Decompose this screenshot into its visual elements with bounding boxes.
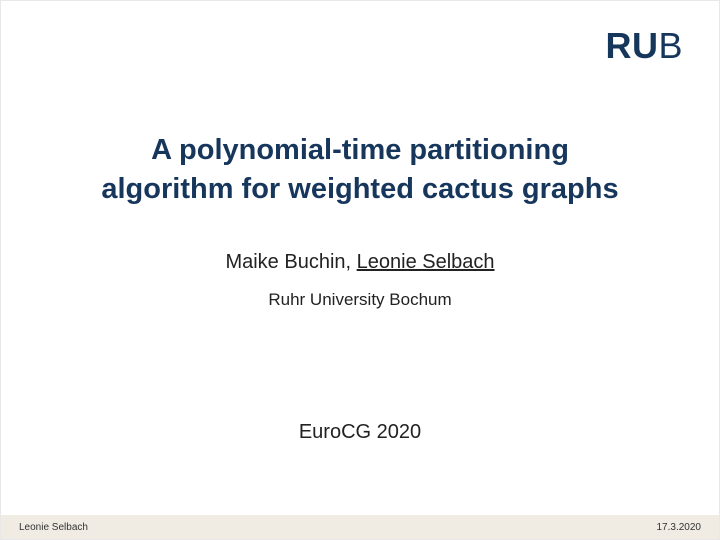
author-2-presenter: Leonie Selbach <box>357 251 495 273</box>
title-block: A polynomial-time partitioning algorithm… <box>1 131 719 209</box>
university-logo: RUB <box>605 25 683 67</box>
authors: Maike Buchin, Leonie Selbach <box>1 251 719 274</box>
affiliation: Ruhr University Bochum <box>1 290 719 310</box>
slide: RUB A polynomial-time partitioning algor… <box>0 0 720 540</box>
footer: Leonie Selbach 17.3.2020 <box>1 515 719 539</box>
venue-block: EuroCG 2020 <box>1 421 719 444</box>
presentation-title: A polynomial-time partitioning algorithm… <box>41 131 679 209</box>
author-1: Maike Buchin <box>225 251 345 273</box>
title-line-2: algorithm for weighted cactus graphs <box>101 173 618 205</box>
title-line-1: A polynomial-time partitioning <box>151 134 569 166</box>
footer-right: 17.3.2020 <box>657 522 702 533</box>
authors-block: Maike Buchin, Leonie Selbach Ruhr Univer… <box>1 251 719 310</box>
logo-light: B <box>658 25 683 66</box>
author-separator: , <box>346 251 357 273</box>
logo-bold: RU <box>605 25 658 66</box>
venue: EuroCG 2020 <box>1 421 719 444</box>
footer-left: Leonie Selbach <box>19 522 88 533</box>
